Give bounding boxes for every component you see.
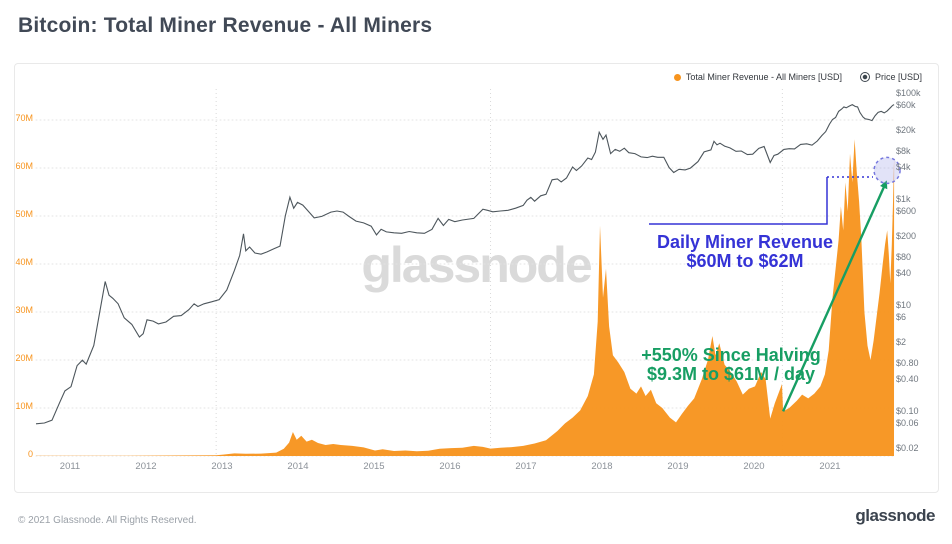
x-axis-tick-label: 2014 [287, 461, 309, 472]
y-axis-right-tick-label: $2 [896, 337, 907, 348]
glassnode-logo: glassnode [855, 506, 935, 525]
y-axis-left-tick-label: 30M [15, 305, 33, 315]
annotation-connector-line [649, 177, 828, 225]
price-line-series [35, 103, 895, 425]
legend-label-price: Price [USD] [874, 72, 922, 82]
chart-legend: Total Miner Revenue - All Miners [USD] P… [673, 72, 922, 82]
y-axis-left-tick-label: 60M [15, 161, 33, 171]
x-axis-tick-label: 2020 [743, 461, 765, 472]
annotation-daily-miner-revenue: Daily Miner Revenue $60M to $62M [638, 233, 852, 271]
y-axis-right-tick-label: $10 [896, 300, 912, 310]
chart-card: Total Miner Revenue - All Miners [USD] P… [14, 63, 939, 493]
y-axis-right-tick-label: $40 [896, 268, 912, 279]
annotation-since-halving: +550% Since Halving $9.3M to $61M / day [624, 346, 838, 384]
glassnode-watermark: glassnode [361, 237, 592, 293]
x-axis-tick-label: 2013 [211, 461, 233, 472]
y-axis-right-tick-label: $20k [896, 125, 916, 136]
y-axis-right-tick-label: $0.10 [896, 406, 919, 416]
y-axis-left-tick-label: 40M [15, 257, 33, 267]
y-axis-left-tick-label: 70M [15, 113, 33, 123]
x-axis-tick-label: 2011 [59, 461, 81, 472]
x-axis-tick-label: 2017 [515, 461, 537, 472]
legend-label-total-miner-revenue: Total Miner Revenue - All Miners [USD] [685, 72, 842, 82]
y-axis-right-tick-label: $0.06 [896, 417, 919, 428]
annotation-daily-miner-revenue-line1: Daily Miner Revenue [656, 232, 834, 252]
y-axis-left-tick-label: 20M [15, 353, 33, 363]
y-axis-right-tick-label: $60k [896, 99, 916, 110]
x-axis-tick-label: 2012 [135, 461, 157, 472]
y-axis-left-tick-label: 50M [15, 209, 33, 219]
x-axis-tick-label: 2018 [591, 461, 613, 472]
y-axis-right-tick-label: $6 [896, 311, 907, 322]
revenue-series-dot-icon [673, 73, 681, 81]
y-axis-right-tick-label: $600 [896, 205, 917, 216]
y-axis-left-tick-label: 10M [15, 401, 33, 411]
y-axis-right-tick-label: $1k [896, 194, 911, 204]
page-title: Bitcoin: Total Miner Revenue - All Miner… [18, 14, 433, 37]
y-axis-right-tick-label: $0.02 [896, 443, 919, 454]
revenue-area-series [36, 139, 895, 456]
y-axis-right-tick-label: $4k [896, 162, 911, 173]
y-axis-right-tick-label: $8k [896, 146, 911, 157]
annotation-since-halving-line2: $9.3M to $61M / day [646, 364, 816, 384]
x-axis-tick-label: 2019 [667, 461, 689, 472]
legend-item-total-miner-revenue[interactable]: Total Miner Revenue - All Miners [USD] [673, 72, 842, 82]
y-axis-left-tick-label: 0 [27, 449, 33, 459]
y-axis-right-tick-label: $0.80 [896, 358, 919, 369]
y-axis-right-tick-label: $200 [896, 231, 917, 242]
chart-plot-area[interactable] [15, 64, 938, 492]
y-axis-right-tick-label: $80 [896, 252, 912, 263]
x-axis-tick-label: 2015 [363, 461, 385, 472]
y-axis-right-tick-label: $0.40 [896, 374, 919, 385]
copyright-text: © 2021 Glassnode. All Rights Reserved. [18, 515, 197, 526]
legend-item-price[interactable]: Price [USD] [859, 72, 922, 82]
x-axis-tick-label: 2016 [439, 461, 461, 472]
annotation-since-halving-line1: +550% Since Halving [641, 345, 821, 365]
highlight-circle [873, 156, 901, 185]
annotation-daily-miner-revenue-line2: $60M to $62M [686, 251, 804, 271]
price-series-dot-icon [859, 72, 870, 82]
y-axis-right-tick-label: $100k [896, 88, 921, 98]
halving-arrow [782, 180, 888, 412]
x-axis-tick-label: 2021 [819, 461, 841, 472]
